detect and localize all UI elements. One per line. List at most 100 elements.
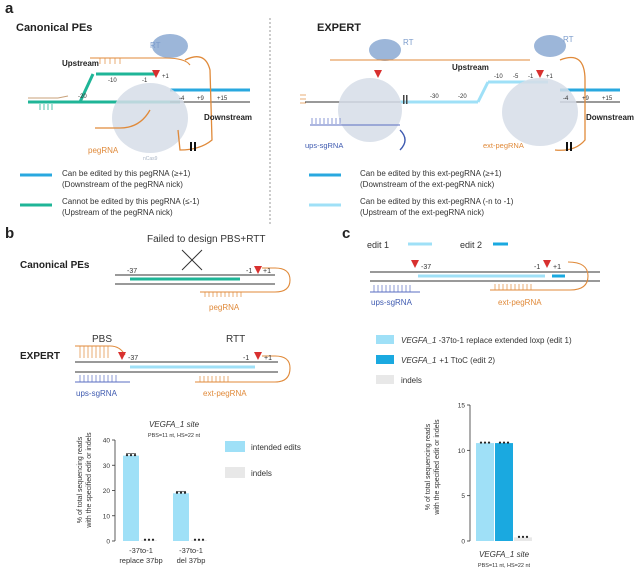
c-m1: -1 — [534, 264, 540, 271]
panel-a-left-nick: nCas9 — [143, 156, 158, 162]
chart-c-point — [487, 441, 491, 444]
c-legend-swatch-2 — [376, 355, 394, 364]
c-legend-1-rest: -37to-1 replace extended loxp (edit 1) — [436, 336, 572, 345]
chart-b-point — [125, 454, 129, 457]
edit2-label: edit 2 — [460, 240, 482, 250]
panel-b-expert-title: EXPERT — [20, 351, 60, 362]
panel-b-canonical-diagram — [115, 249, 291, 297]
pos-right-m20: -20 — [458, 94, 467, 100]
panel-a-left-rt: RT — [150, 41, 161, 50]
expert-rtt: RTT — [226, 334, 245, 345]
legend-right-2-line2: (Upstream of the ext-pegRNA nick) — [360, 208, 485, 217]
chart-b-point — [197, 538, 201, 541]
pos-right-m10: -10 — [494, 74, 503, 80]
expert-m37: -37 — [128, 355, 138, 362]
expert-pbs: PBS — [92, 334, 112, 345]
chart-b-category-label: -37to-1 — [179, 546, 203, 555]
chart-b-legend-swatch-2 — [225, 467, 245, 478]
chart-b-legend-2: indels — [251, 469, 272, 478]
chart-c-ytick-label: 5 — [461, 493, 465, 500]
c-legend-1-italic: VEGFA_1 — [401, 336, 436, 345]
panel-a-left-pegrna: pegRNA — [88, 146, 119, 155]
legend-right-1-line2: (Downstream of the ext-pegRNA nick) — [360, 180, 495, 189]
panel-a-right-title: EXPERT — [317, 22, 362, 34]
pos-right-m30: -30 — [430, 94, 439, 100]
chart-b-point — [183, 491, 187, 494]
chart-b-title: VEGFA_1 site — [149, 420, 200, 429]
pos-left-m1: -1 — [142, 78, 148, 84]
failed-design-text: Failed to design PBS+RTT — [147, 234, 266, 245]
panel-a-right-ups-sgrna: ups-sgRNA — [305, 141, 343, 150]
panel-a-left-title: Canonical PEs — [16, 22, 93, 34]
pos-right-m1: -1 — [528, 74, 534, 80]
expert-p1: +1 — [264, 355, 272, 362]
canon-p1: +1 — [263, 268, 271, 275]
chart-c-ylabel-l1: % of total sequencing reads — [425, 423, 432, 510]
pos-right-p15: +15 — [602, 96, 613, 102]
legend-left-1-line1: Can be edited by this pegRNA (≥+1) — [62, 169, 191, 178]
c-legend-2-italic: VEGFA_1 — [401, 356, 436, 365]
c-legend-text-2: VEGFA_1 +1 TtoC (edit 2) — [401, 356, 495, 365]
chart-b-category-label: del 37bp — [177, 556, 206, 565]
c-legend-2-rest: +1 TtoC (edit 2) — [439, 356, 495, 365]
c-m37: -37 — [421, 264, 431, 271]
chart-c-ylabel-2: with the specified edit or indels — [434, 419, 441, 516]
panel-b-expert-diagram — [75, 345, 291, 383]
chart-b-point — [179, 491, 183, 494]
chart-c-point — [479, 441, 483, 444]
legend-left-2-line2: (Upstream of the pegRNA nick) — [62, 208, 173, 217]
legend-left-1-line2: (Downstream of the pegRNA nick) — [62, 180, 183, 189]
canon-m37: -37 — [127, 268, 137, 275]
panel-a-right-ext-pegrna: ext-pegRNA — [483, 141, 524, 150]
pos-right-p9: +9 — [582, 96, 590, 102]
pos-left-m10: -10 — [108, 78, 117, 84]
chart-c-title: VEGFA_1 site — [479, 550, 530, 559]
chart-c-ytick-label: 0 — [461, 539, 465, 546]
chart-c-ytick-label: 10 — [458, 448, 466, 455]
chart-b-ytick-label: 0 — [106, 539, 110, 546]
chart-b-point — [151, 538, 155, 541]
chart-c-point — [521, 535, 525, 538]
legend-right-1: Can be edited by this ext-pegRNA (≥+1) (… — [360, 168, 502, 190]
pos-left-p9: +9 — [197, 96, 205, 102]
c-legend-swatch-1 — [376, 335, 394, 344]
chart-b-legend-1: intended edits — [251, 443, 301, 452]
canon-m1: -1 — [246, 268, 252, 275]
pos-right-p1: +1 — [546, 74, 554, 80]
pos-left-p1: +1 — [162, 74, 170, 80]
chart-c-point — [498, 441, 502, 444]
chart-b-ytick-label: 10 — [103, 513, 111, 520]
c-ext: ext-pegRNA — [498, 298, 542, 307]
panel-b-letter: b — [5, 225, 15, 242]
panel-c-diagram — [370, 242, 600, 293]
chart-c-point — [525, 535, 529, 538]
chart-b-ytick-label: 30 — [103, 463, 111, 470]
chart-b-category-label: replace 37bp — [119, 556, 162, 565]
legend-left-2-line1: Cannot be edited by this pegRNA (≤-1) — [62, 197, 200, 206]
chart-b-point — [129, 454, 133, 457]
chart-b-ylabel-l1: % of total sequencing reads — [77, 436, 84, 523]
chart-b-legend-swatch-1 — [225, 441, 245, 452]
chart-c-point — [506, 441, 510, 444]
chart-b-point — [147, 538, 151, 541]
chart-b-point — [193, 538, 197, 541]
chart-b-point — [143, 538, 147, 541]
panel-c-letter: c — [342, 225, 351, 242]
panel-a-right-downstream: Downstream — [586, 113, 634, 122]
legend-right-2: Can be edited by this ext-pegRNA (-n to … — [360, 196, 513, 218]
chart-c-ylabel-l2: with the specified edit or indels — [434, 419, 441, 516]
pos-left-p15: +15 — [217, 96, 228, 102]
legend-right-2-line1: Can be edited by this ext-pegRNA (-n to … — [360, 197, 514, 206]
panel-a-left-upstream: Upstream — [62, 59, 99, 68]
chart-c: 0 5 10 15 — [458, 403, 532, 546]
chart-c-bar — [514, 537, 532, 541]
chart-b-ylabel-l2: with the specified edit or indels — [86, 432, 93, 529]
chart-b-bar — [123, 455, 139, 541]
chart-b-category-label: -37to-1 — [129, 546, 153, 555]
c-p1: +1 — [553, 264, 561, 271]
chart-c-point — [517, 535, 521, 538]
panel-a-left-downstream: Downstream — [204, 113, 252, 122]
chart-c-bar — [476, 443, 494, 541]
